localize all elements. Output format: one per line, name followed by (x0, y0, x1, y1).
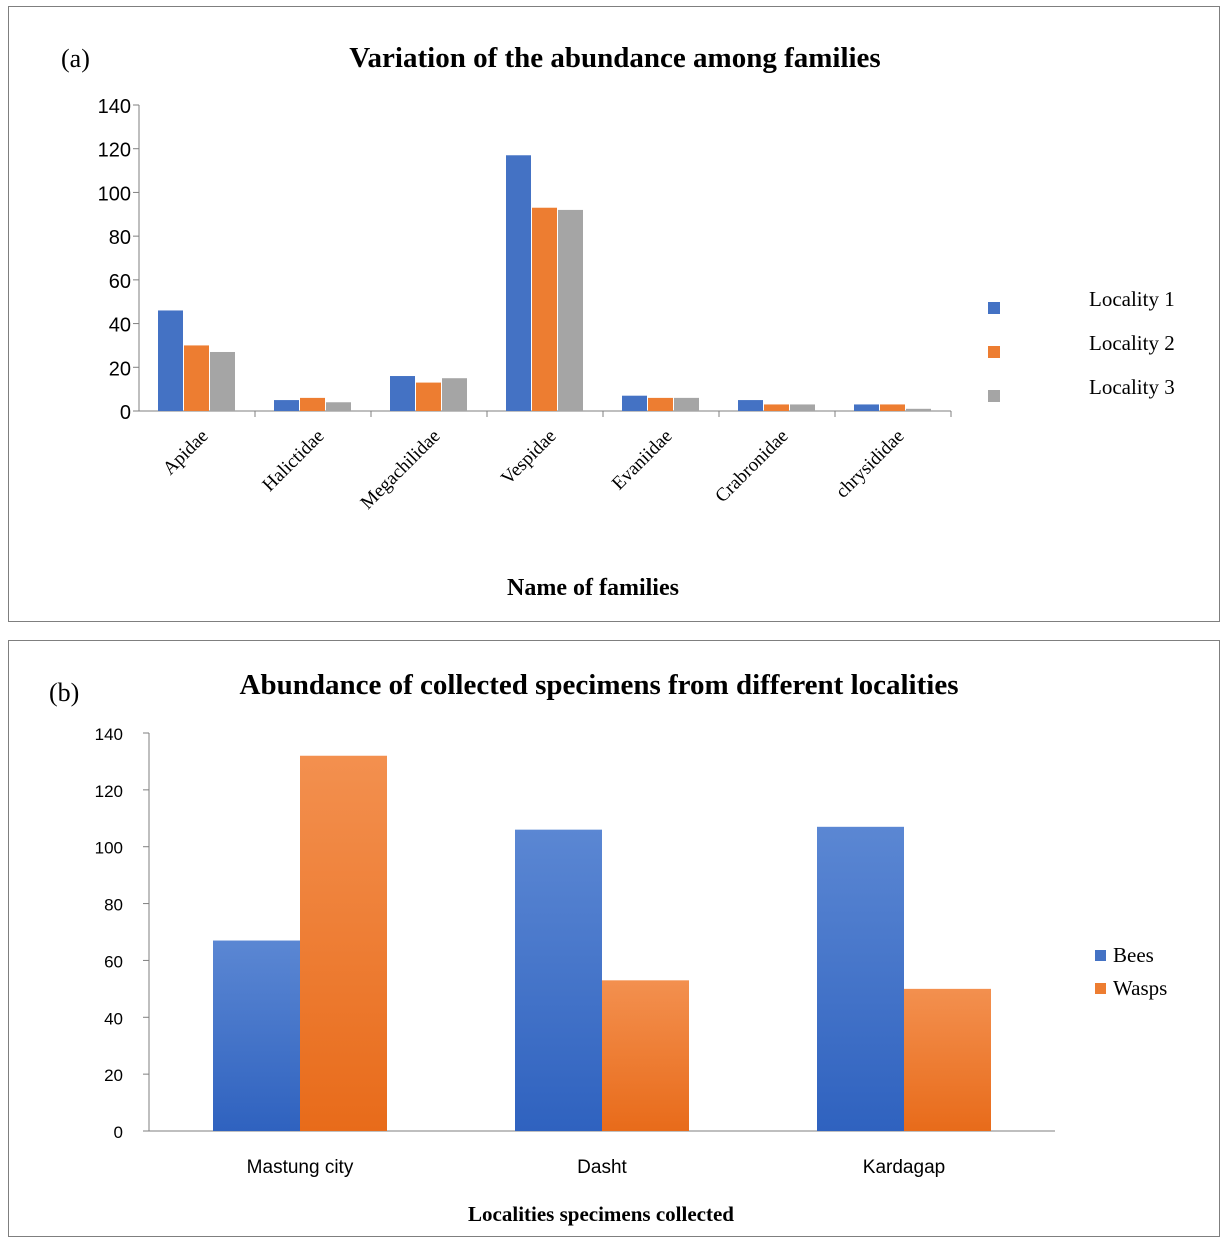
legend-label-wasps: Wasps (1113, 976, 1167, 1000)
chart-b-title: Abundance of collected specimens from di… (240, 669, 959, 701)
bar-chrysididae-3 (906, 408, 931, 411)
bar-crabronidae-3 (790, 404, 815, 411)
x-tick-label: Vespidae (497, 426, 560, 489)
panel-label-a: (a) (61, 44, 90, 73)
y-tick-label: 20 (104, 1066, 123, 1085)
bar-apidae-2 (184, 345, 209, 411)
y-tick-label: 40 (104, 1009, 123, 1028)
bar-megachilidae-1 (390, 376, 415, 411)
chart-a-svg: (a) Variation of the abundance among fam… (61, 42, 1175, 601)
legend-label-1: Locality 1 (1089, 287, 1175, 311)
bar-apidae-1 (158, 310, 183, 411)
bar-halictidae-1 (274, 400, 299, 411)
x-tick-label: Kardagap (863, 1157, 945, 1178)
legend-swatch-3 (988, 390, 1000, 402)
y-tick-label: 100 (98, 183, 131, 205)
y-tick-label: 60 (109, 271, 131, 293)
legend-label-bees: Bees (1113, 943, 1154, 967)
bar-crabronidae-1 (738, 400, 763, 411)
bar-crabronidae-2 (764, 404, 789, 411)
bar-chrysididae-1 (854, 404, 879, 411)
legend-swatch-wasps (1095, 983, 1106, 994)
y-tick-label: 60 (104, 952, 123, 971)
bar-dasht-bees (515, 829, 602, 1131)
chart-panel-b: (b) Abundance of collected specimens fro… (8, 640, 1220, 1237)
bar-vespidae-2 (532, 207, 557, 411)
x-tick-label: Apidae (159, 426, 213, 480)
bar-apidae-3 (210, 351, 235, 411)
bar-kardagap-bees (817, 826, 904, 1131)
x-tick-label: Dasht (577, 1157, 627, 1178)
bar-evaniidae-1 (622, 395, 647, 411)
y-tick-label: 140 (95, 725, 123, 744)
bar-megachilidae-3 (442, 378, 467, 411)
chart-a-title: Variation of the abundance among familie… (349, 42, 880, 74)
chart-b-xlabel: Localities specimens collected (468, 1202, 734, 1226)
legend-swatch-2 (988, 346, 1000, 358)
legend-swatch-1 (988, 302, 1000, 314)
bar-megachilidae-2 (416, 382, 441, 411)
bar-evaniidae-3 (674, 397, 699, 411)
bar-mastung-city-bees (213, 940, 300, 1131)
legend-swatch-bees (1095, 950, 1106, 961)
x-tick-label: Megachilidae (357, 426, 445, 514)
bar-chrysididae-2 (880, 404, 905, 411)
chart-a-legend: Locality 1 Locality 2 Locality 3 (988, 287, 1175, 402)
y-tick-label: 40 (109, 315, 131, 337)
y-tick-label: 20 (109, 358, 131, 380)
y-tick-label: 140 (98, 96, 131, 118)
bar-vespidae-1 (506, 155, 531, 411)
y-tick-label: 80 (109, 227, 131, 249)
x-tick-label: chrysididae (832, 426, 909, 503)
x-tick-label: Halictidae (258, 426, 328, 496)
chart-a-xlabel: Name of families (507, 575, 679, 601)
bar-kardagap-wasps (904, 988, 991, 1131)
chart-b-svg: (b) Abundance of collected specimens fro… (49, 669, 1167, 1226)
bar-mastung-city-wasps (300, 755, 387, 1131)
x-tick-label: Crabronidae (711, 426, 792, 507)
chart-panel-a: (a) Variation of the abundance among fam… (8, 6, 1220, 622)
y-tick-label: 80 (104, 896, 123, 915)
bar-halictidae-2 (300, 397, 325, 411)
y-tick-label: 0 (114, 1123, 123, 1142)
bar-evaniidae-2 (648, 397, 673, 411)
bar-dasht-wasps (602, 980, 689, 1131)
legend-label-2: Locality 2 (1089, 331, 1175, 355)
legend-label-3: Locality 3 (1089, 375, 1175, 399)
x-tick-label: Evaniidae (608, 426, 677, 495)
chart-a-plot-area: 0 20 40 60 80 100 120 140 Apidae Halictidae Megach… (98, 96, 952, 514)
x-tick-label: Mastung city (247, 1157, 354, 1178)
y-tick-label: 0 (120, 402, 131, 424)
panel-label-b: (b) (49, 678, 79, 707)
y-tick-label: 120 (95, 782, 123, 801)
y-tick-label: 100 (95, 839, 123, 858)
y-tick-label: 120 (98, 140, 131, 162)
bar-vespidae-3 (558, 209, 583, 411)
chart-b-plot-area: 0 20 40 60 80 100 120 140 Mastung city Dasht Karda… (95, 725, 1055, 1178)
chart-b-legend: Bees Wasps (1095, 943, 1167, 1000)
bar-halictidae-3 (326, 402, 351, 411)
